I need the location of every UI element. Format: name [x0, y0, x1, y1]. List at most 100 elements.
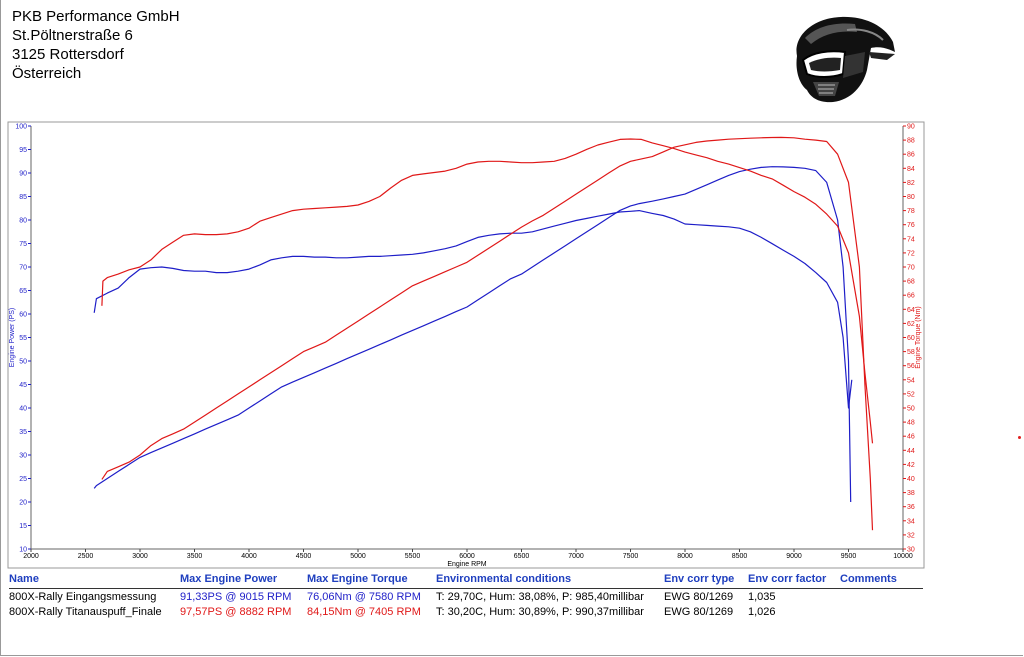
header-max-power: Max Engine Power — [180, 573, 278, 585]
left-tick-label: 55 — [19, 335, 27, 342]
left-tick-label: 85 — [19, 194, 27, 201]
results-row: 800X-Rally Titanauspuff_Finale 97,57PS @… — [9, 604, 923, 619]
right-tick-label: 66 — [907, 293, 915, 300]
run-comments — [840, 604, 923, 619]
series-line-torque-run1 — [93, 210, 853, 409]
right-tick-label: 50 — [907, 406, 915, 413]
run-env-corr-factor: 1,035 — [748, 588, 840, 604]
right-tick-label: 30 — [907, 547, 915, 554]
right-tick-label: 68 — [907, 279, 915, 286]
left-tick-label: 70 — [19, 265, 27, 272]
right-tick-label: 90 — [907, 124, 915, 131]
x-tick-label: 2000 — [23, 553, 39, 560]
run-name: 800X-Rally Titanauspuff_Finale — [9, 605, 162, 618]
right-tick-label: 34 — [907, 518, 915, 525]
left-tick-label: 75 — [19, 241, 27, 248]
right-tick-label: 76 — [907, 222, 915, 229]
left-tick-label: 100 — [15, 124, 27, 131]
x-tick-label: 4000 — [241, 553, 257, 560]
header-max-torque: Max Engine Torque — [307, 573, 408, 585]
right-tick-label: 74 — [907, 236, 915, 243]
right-tick-label: 84 — [907, 166, 915, 173]
left-tick-label: 15 — [19, 523, 27, 530]
left-tick-label: 20 — [19, 500, 27, 507]
x-tick-label: 2500 — [78, 553, 94, 560]
right-tick-label: 38 — [907, 490, 915, 497]
right-tick-label: 40 — [907, 476, 915, 483]
left-tick-label: 40 — [19, 406, 27, 413]
left-tick-label: 25 — [19, 476, 27, 483]
header-name: Name — [9, 573, 39, 585]
left-tick-label: 60 — [19, 312, 27, 319]
header-env-corr-factor: Env corr factor — [748, 573, 827, 585]
header-env-corr-type: Env corr type — [664, 573, 735, 585]
right-tick-label: 36 — [907, 504, 915, 511]
company-street: St.Pöltnerstraße 6 — [12, 27, 133, 44]
run-max-power: 97,57PS @ 8882 RPM — [180, 605, 292, 618]
x-tick-label: 4500 — [296, 553, 312, 560]
y-axis-right-label: Engine Torque (Nm) — [915, 306, 922, 369]
run-env-corr-factor: 1,026 — [748, 605, 776, 618]
stray-dot — [1018, 436, 1021, 439]
right-tick-label: 52 — [907, 391, 915, 398]
company-city: 3125 Rottersdorf — [12, 46, 124, 63]
run-max-torque: 84,15Nm @ 7405 RPM — [307, 605, 421, 618]
x-tick-label: 6500 — [514, 553, 530, 560]
left-tick-label: 50 — [19, 359, 27, 366]
right-tick-label: 62 — [907, 321, 915, 328]
x-tick-label: 7000 — [568, 553, 584, 560]
run-comments — [840, 588, 923, 604]
x-tick-label: 9500 — [841, 553, 857, 560]
right-tick-label: 80 — [907, 194, 915, 201]
header-comments: Comments — [840, 573, 897, 585]
right-tick-label: 78 — [907, 208, 915, 215]
y-axis-left-label: Engine Power (PS) — [9, 308, 16, 368]
series-line-power-run2 — [101, 136, 874, 531]
x-tick-label: 5500 — [405, 553, 421, 560]
right-tick-label: 42 — [907, 462, 915, 469]
x-tick-label: 3500 — [187, 553, 203, 560]
left-tick-label: 80 — [19, 218, 27, 225]
x-tick-label: 3000 — [132, 553, 148, 560]
right-tick-label: 86 — [907, 152, 915, 159]
right-tick-label: 58 — [907, 349, 915, 356]
company-name: PKB Performance GmbH — [12, 8, 180, 25]
right-tick-label: 88 — [907, 138, 915, 145]
results-table: Name Max Engine Power Max Engine Torque … — [9, 570, 923, 619]
header-env-conditions: Environmental conditions — [436, 573, 572, 585]
company-country: Österreich — [12, 65, 82, 82]
right-tick-label: 46 — [907, 434, 915, 441]
right-tick-label: 64 — [907, 307, 915, 314]
results-row: 800X-Rally Eingangsmessung 91,33PS @ 901… — [9, 588, 923, 604]
run-max-power: 91,33PS @ 9015 RPM — [180, 588, 307, 604]
x-tick-label: 10000 — [893, 553, 913, 560]
right-tick-label: 70 — [907, 265, 915, 272]
right-tick-label: 56 — [907, 363, 915, 370]
right-tick-label: 60 — [907, 335, 915, 342]
series-line-torque-run2 — [101, 138, 874, 444]
right-tick-label: 44 — [907, 448, 915, 455]
left-tick-label: 90 — [19, 171, 27, 178]
run-env-conditions: T: 30,20C, Hum: 30,89%, P: 990,37milliba… — [436, 605, 644, 618]
x-tick-label: 8500 — [732, 553, 748, 560]
right-tick-label: 32 — [907, 532, 915, 539]
run-name: 800X-Rally Eingangsmessung — [9, 588, 180, 604]
right-tick-label: 54 — [907, 377, 915, 384]
run-max-torque: 76,06Nm @ 7580 RPM — [307, 588, 436, 604]
x-tick-label: 9000 — [786, 553, 802, 560]
chart-border — [7, 121, 925, 569]
results-header-row: Name Max Engine Power Max Engine Torque … — [9, 570, 923, 589]
left-tick-label: 30 — [19, 453, 27, 460]
x-tick-label: 6000 — [459, 553, 475, 560]
company-address: PKB Performance GmbH St.Pöltnerstraße 6 … — [12, 7, 180, 83]
run-env-conditions: T: 29,70C, Hum: 38,08%, P: 985,40milliba… — [436, 588, 664, 604]
helmet-logo-icon — [796, 16, 895, 103]
left-tick-label: 95 — [19, 147, 27, 154]
right-tick-label: 82 — [907, 180, 915, 187]
left-tick-label: 45 — [19, 382, 27, 389]
right-tick-label: 48 — [907, 420, 915, 427]
left-tick-label: 35 — [19, 429, 27, 436]
series-line-power-run1 — [93, 166, 852, 503]
